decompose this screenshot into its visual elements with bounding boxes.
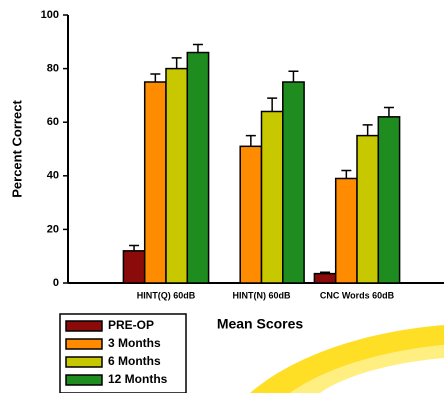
error-bar xyxy=(267,98,277,111)
x-tick-label: CNC Words 60dB xyxy=(320,290,395,300)
error-bar xyxy=(129,245,139,250)
legend-swatch xyxy=(66,357,102,367)
error-bar xyxy=(150,74,160,82)
error-bar xyxy=(172,58,182,69)
y-tick-label: 80 xyxy=(47,63,59,75)
error-bar xyxy=(341,170,351,178)
error-bar xyxy=(363,125,373,136)
x-axis-label: Mean Scores xyxy=(217,316,304,332)
legend-swatch xyxy=(66,375,102,385)
chart: Percent Correct Mean Scores 0 20 40 60 80 100… xyxy=(0,0,444,393)
bar xyxy=(283,82,304,283)
bar xyxy=(357,136,378,283)
bar xyxy=(314,274,335,283)
error-bar xyxy=(288,71,298,82)
bar xyxy=(166,69,187,283)
bar xyxy=(187,53,208,283)
y-axis-label: Percent Correct xyxy=(9,100,24,198)
legend-label: 12 Months xyxy=(108,372,168,386)
y-tick-label: 40 xyxy=(47,170,59,182)
error-bar xyxy=(193,44,203,52)
x-tick-label: HINT(N) 60dB xyxy=(233,290,291,300)
legend-swatch xyxy=(66,339,102,349)
x-tick-label: HINT(Q) 60dB xyxy=(137,290,196,300)
bar xyxy=(336,178,357,283)
bar xyxy=(240,146,261,283)
y-tick-label: 20 xyxy=(47,223,59,235)
bar xyxy=(145,82,166,283)
bar xyxy=(123,251,144,283)
bar xyxy=(262,111,283,283)
y-tick-label: 60 xyxy=(47,116,59,128)
legend-swatch xyxy=(66,321,102,331)
y-tick-label: 0 xyxy=(53,277,59,289)
legend-label: 6 Months xyxy=(108,354,161,368)
legend-label: PRE-OP xyxy=(108,318,154,332)
error-bar xyxy=(384,107,394,116)
bar xyxy=(378,117,399,283)
legend-label: 3 Months xyxy=(108,336,161,350)
error-bar xyxy=(246,136,256,147)
y-tick-label: 100 xyxy=(41,9,59,21)
